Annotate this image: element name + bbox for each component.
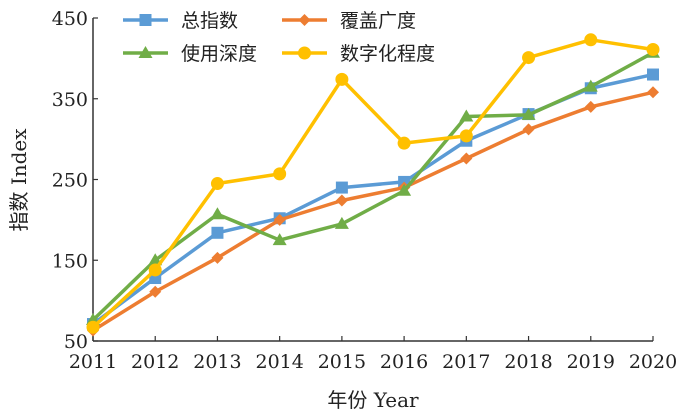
series-4 [86, 33, 660, 334]
y-tick-label: 250 [52, 170, 88, 192]
series-group [86, 33, 660, 337]
x-tick-label: 2014 [255, 351, 303, 373]
x-tick-label: 2015 [318, 351, 366, 373]
x-axis-title: 年份 Year [327, 388, 419, 412]
data-point [583, 79, 598, 92]
data-point [273, 167, 287, 181]
legend-swatch-marker [138, 46, 153, 58]
legend-item: 使用深度 [123, 43, 257, 65]
data-point [335, 72, 349, 86]
x-tick-label: 2013 [193, 351, 241, 373]
data-point [210, 207, 225, 220]
axes: 50 150 250 350 450 2011 2012 2013 2014 2015 2016 20… [52, 8, 677, 373]
series-line [92, 90, 654, 332]
data-point [584, 100, 597, 113]
data-point [272, 233, 287, 246]
data-point [335, 181, 348, 194]
data-point [584, 33, 598, 47]
legend-label: 总指数 [181, 10, 238, 32]
legend-swatch-marker [139, 14, 152, 26]
data-point [86, 320, 100, 334]
data-point [334, 216, 349, 229]
legend-swatch-marker [298, 46, 311, 60]
y-tick-label: 50 [64, 331, 88, 353]
data-point [210, 177, 224, 191]
data-point [647, 68, 659, 81]
series-1 [87, 68, 659, 331]
series-line [91, 38, 654, 329]
legend-swatch-marker [298, 14, 311, 26]
data-point [273, 213, 286, 226]
y-tick-label: 450 [52, 8, 88, 30]
legend-item: 数字化程度 [282, 43, 435, 65]
legend-item: 覆盖广度 [282, 10, 416, 32]
x-tick-label: 2012 [131, 351, 179, 373]
data-point [335, 194, 348, 207]
legend-label: 覆盖广度 [340, 10, 416, 32]
legend-item: 总指数 [123, 10, 238, 32]
y-axis-title: 指数 Index [7, 128, 31, 232]
data-point [522, 51, 536, 65]
legend-label: 使用深度 [181, 43, 257, 65]
data-point [459, 109, 474, 122]
x-tick-label: 2017 [442, 351, 490, 373]
y-tick-label: 150 [52, 250, 88, 272]
data-point [211, 251, 224, 264]
data-point [211, 226, 224, 239]
x-tick-label: 2018 [504, 351, 552, 373]
data-point [148, 263, 162, 277]
x-tick-label: 2020 [629, 351, 677, 373]
data-point [521, 107, 536, 120]
data-point [646, 42, 660, 56]
data-point [459, 129, 473, 143]
data-point [149, 285, 162, 298]
series-2 [87, 86, 659, 337]
x-tick-label: 2011 [69, 351, 117, 373]
data-point [647, 86, 659, 99]
data-point [460, 152, 473, 165]
y-tick-label: 350 [52, 89, 88, 111]
x-tick-label: 2016 [380, 351, 428, 373]
legend-label: 数字化程度 [340, 43, 435, 65]
x-tick-label: 2019 [567, 351, 615, 373]
data-point [397, 183, 412, 196]
data-point [522, 123, 535, 136]
data-point [397, 136, 411, 150]
series-line [91, 51, 654, 322]
